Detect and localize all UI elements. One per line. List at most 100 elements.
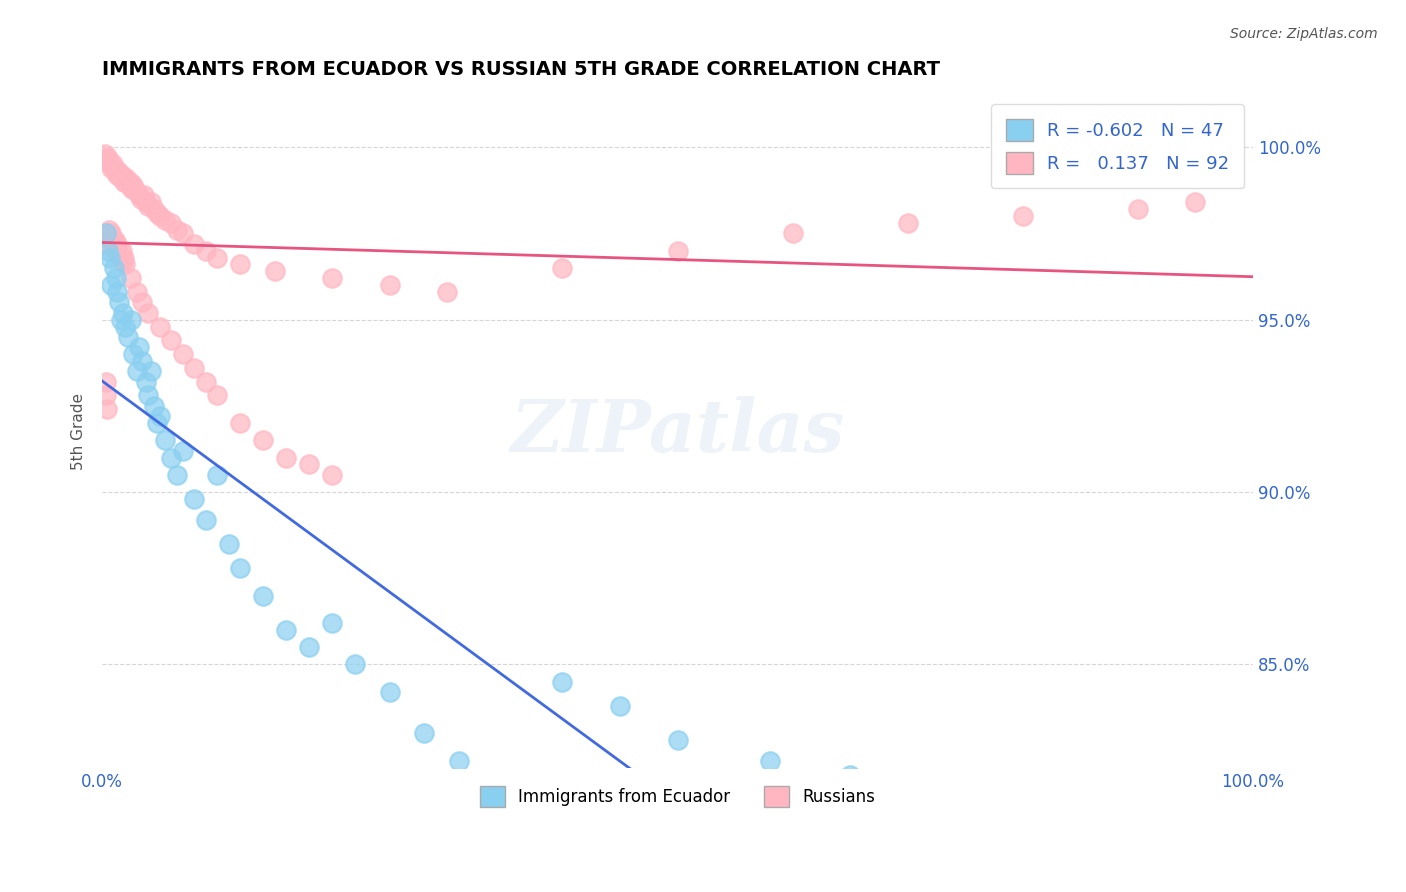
Point bbox=[131, 295, 153, 310]
Point bbox=[107, 247, 129, 261]
Point bbox=[93, 147, 115, 161]
Point bbox=[120, 271, 142, 285]
Point bbox=[128, 340, 150, 354]
Point bbox=[121, 181, 143, 195]
Point bbox=[143, 399, 166, 413]
Point bbox=[139, 364, 162, 378]
Point bbox=[114, 175, 136, 189]
Point bbox=[94, 236, 117, 251]
Legend: Immigrants from Ecuador, Russians: Immigrants from Ecuador, Russians bbox=[474, 780, 882, 814]
Point bbox=[94, 151, 117, 165]
Point bbox=[111, 254, 134, 268]
Point bbox=[183, 360, 205, 375]
Text: ZIPatlas: ZIPatlas bbox=[510, 396, 845, 467]
Point bbox=[103, 260, 125, 275]
Point bbox=[101, 157, 124, 171]
Point bbox=[839, 768, 862, 782]
Point bbox=[115, 171, 138, 186]
Point bbox=[298, 458, 321, 472]
Point bbox=[111, 168, 134, 182]
Point bbox=[136, 388, 159, 402]
Point bbox=[98, 251, 121, 265]
Point bbox=[98, 157, 121, 171]
Point bbox=[103, 161, 125, 175]
Point bbox=[114, 319, 136, 334]
Point bbox=[125, 285, 148, 299]
Point bbox=[229, 561, 252, 575]
Point bbox=[108, 244, 131, 258]
Point bbox=[96, 153, 118, 168]
Point bbox=[118, 175, 141, 189]
Point bbox=[135, 195, 157, 210]
Point bbox=[149, 319, 172, 334]
Point bbox=[207, 251, 229, 265]
Point bbox=[105, 285, 128, 299]
Point bbox=[97, 151, 120, 165]
Point bbox=[155, 212, 177, 227]
Point bbox=[344, 657, 367, 672]
Point bbox=[378, 278, 401, 293]
Point bbox=[128, 188, 150, 202]
Point bbox=[447, 754, 470, 768]
Point bbox=[111, 244, 134, 258]
Point bbox=[136, 199, 159, 213]
Point bbox=[609, 698, 631, 713]
Point bbox=[108, 168, 131, 182]
Point bbox=[229, 257, 252, 271]
Point bbox=[105, 236, 128, 251]
Point bbox=[104, 164, 127, 178]
Point bbox=[413, 726, 436, 740]
Point bbox=[117, 330, 139, 344]
Text: Source: ZipAtlas.com: Source: ZipAtlas.com bbox=[1230, 27, 1378, 41]
Point bbox=[132, 188, 155, 202]
Point bbox=[666, 733, 689, 747]
Point bbox=[194, 513, 217, 527]
Point bbox=[117, 175, 139, 189]
Point bbox=[98, 153, 121, 168]
Point bbox=[194, 375, 217, 389]
Point bbox=[111, 306, 134, 320]
Point bbox=[146, 416, 169, 430]
Point bbox=[100, 227, 122, 241]
Point bbox=[229, 416, 252, 430]
Point bbox=[131, 192, 153, 206]
Point bbox=[100, 161, 122, 175]
Point bbox=[100, 278, 122, 293]
Point bbox=[101, 236, 124, 251]
Point bbox=[107, 164, 129, 178]
Point bbox=[124, 181, 146, 195]
Point bbox=[122, 347, 145, 361]
Point bbox=[94, 388, 117, 402]
Point bbox=[551, 674, 574, 689]
Point bbox=[172, 227, 194, 241]
Point bbox=[149, 209, 172, 223]
Point bbox=[1184, 195, 1206, 210]
Point bbox=[105, 244, 128, 258]
Point bbox=[252, 434, 274, 448]
Point bbox=[758, 754, 780, 768]
Point bbox=[1126, 202, 1149, 217]
Point bbox=[252, 589, 274, 603]
Point bbox=[160, 216, 183, 230]
Point bbox=[207, 467, 229, 482]
Point bbox=[276, 450, 298, 465]
Point bbox=[97, 230, 120, 244]
Point bbox=[782, 227, 804, 241]
Point bbox=[112, 251, 135, 265]
Point bbox=[104, 233, 127, 247]
Point bbox=[97, 244, 120, 258]
Point bbox=[96, 402, 118, 417]
Point bbox=[155, 434, 177, 448]
Point bbox=[110, 251, 132, 265]
Point bbox=[114, 257, 136, 271]
Point bbox=[110, 312, 132, 326]
Point bbox=[146, 205, 169, 219]
Point bbox=[94, 227, 117, 241]
Point bbox=[160, 333, 183, 347]
Point bbox=[122, 178, 145, 193]
Point bbox=[112, 175, 135, 189]
Point bbox=[263, 264, 285, 278]
Point bbox=[897, 216, 920, 230]
Point bbox=[108, 295, 131, 310]
Y-axis label: 5th Grade: 5th Grade bbox=[72, 393, 86, 470]
